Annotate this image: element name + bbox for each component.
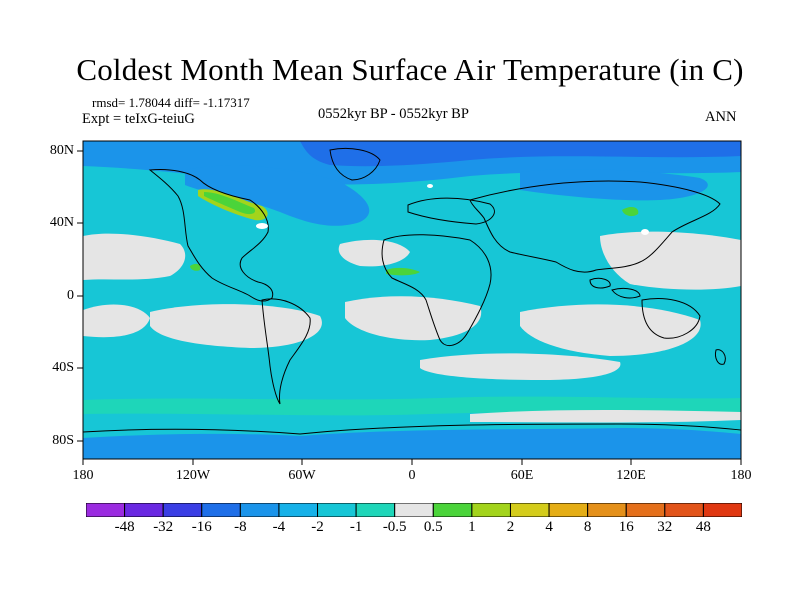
- colorbar-tick-label: -4: [272, 519, 286, 535]
- colorbar-tick-label: -48: [114, 519, 135, 535]
- near-zero-patch: [150, 304, 322, 348]
- colorbar-tick-label: 0.5: [423, 519, 443, 535]
- colorbar-swatch: [548, 503, 589, 517]
- lat-label-40n: 40N: [49, 215, 74, 230]
- lake-shape: [256, 223, 268, 229]
- lon-label-0: 0: [408, 468, 416, 483]
- warm-anomaly-patch: [622, 207, 639, 217]
- warm-anomaly-patch: [190, 263, 201, 271]
- colorbar-tick-label: -8: [234, 519, 247, 535]
- near-zero-patch: [338, 239, 410, 267]
- warm-anomaly-patch: [386, 267, 420, 276]
- map-field: [83, 141, 741, 459]
- colorbar-swatch: [317, 503, 357, 517]
- colorbar-tick-label: -32: [153, 519, 174, 535]
- lat-label-80n: 80N: [49, 143, 74, 158]
- coastlines: [83, 147, 741, 435]
- arctic-coldest-band: [300, 141, 741, 167]
- colorbar-tick-label: 32: [657, 519, 673, 535]
- colorbar-swatch: [278, 503, 319, 517]
- colorbar-tick-label: -2: [311, 519, 324, 535]
- colorbar-swatch: [587, 503, 627, 517]
- lat-label-0: 0: [67, 288, 74, 303]
- lon-label-60e: 60E: [510, 468, 534, 483]
- colorbar-swatch: [162, 503, 203, 517]
- lon-label-60w: 60W: [288, 468, 316, 483]
- colorbar-tick-label: -0.5: [382, 519, 407, 535]
- lakes: [256, 184, 649, 235]
- lat-label-40s: 40S: [52, 360, 74, 375]
- colorbar-swatch: [355, 503, 396, 517]
- near-zero-patch: [345, 296, 482, 341]
- period-label: 0552kyr BP - 0552kyr BP: [318, 106, 469, 122]
- colorbar-swatch: [432, 503, 473, 517]
- colorbar-swatch: [201, 503, 241, 517]
- near-zero-patch: [83, 233, 186, 280]
- lake-shape: [641, 229, 649, 235]
- colorbar-swatch: [702, 503, 742, 517]
- colorbar-tick-label: 8: [583, 519, 592, 535]
- stats-text: rmsd= 1.78044 diff= -1.17317: [92, 95, 250, 110]
- axis-ticks: [77, 150, 742, 465]
- colorbar-swatch: [124, 503, 164, 517]
- colorbar-swatch: [664, 503, 704, 517]
- map-title: Coldest Month Mean Surface Air Temperatu…: [76, 52, 744, 87]
- colorbar-tick-label: 4: [545, 519, 553, 535]
- eurasia-cold-patch: [520, 169, 708, 201]
- colorbar-tick-label: 1: [468, 519, 476, 535]
- season-label: ANN: [705, 109, 737, 125]
- lon-label-120w: 120W: [175, 468, 211, 483]
- lake-shape: [427, 184, 433, 188]
- colorbar-swatch: [394, 503, 434, 517]
- antarctic-cold-band: [83, 428, 741, 459]
- colorbar-tick-label: 48: [695, 519, 711, 535]
- colorbar-swatch: [239, 503, 280, 517]
- lon-label-180e: 180: [730, 468, 752, 483]
- na-cold-patch: [185, 165, 370, 226]
- lon-label-180w: 180: [72, 468, 94, 483]
- near-zero-patch: [600, 231, 741, 290]
- lat-label-80s: 80S: [52, 433, 74, 448]
- near-zero-patch: [420, 353, 621, 380]
- colorbar-tick-label: -16: [191, 519, 212, 535]
- colorbar: [86, 503, 742, 517]
- colorbar-tick-label: -1: [349, 519, 363, 535]
- near-zero-patch: [83, 304, 150, 338]
- experiment-label: Expt = teIxG-teiuG: [82, 111, 195, 127]
- colorbar-swatch: [86, 503, 126, 517]
- near-zero-patch: [470, 410, 741, 423]
- colorbar-tick-label: 16: [618, 519, 634, 535]
- colorbar-swatch: [509, 503, 550, 517]
- warm-anomaly-core: [204, 192, 256, 215]
- near-zero-patch: [520, 304, 701, 356]
- lon-label-120e: 120E: [616, 468, 646, 483]
- colorbar-tick-label: 2: [506, 519, 515, 535]
- colorbar-swatch: [471, 503, 511, 517]
- colorbar-swatch: [625, 503, 666, 517]
